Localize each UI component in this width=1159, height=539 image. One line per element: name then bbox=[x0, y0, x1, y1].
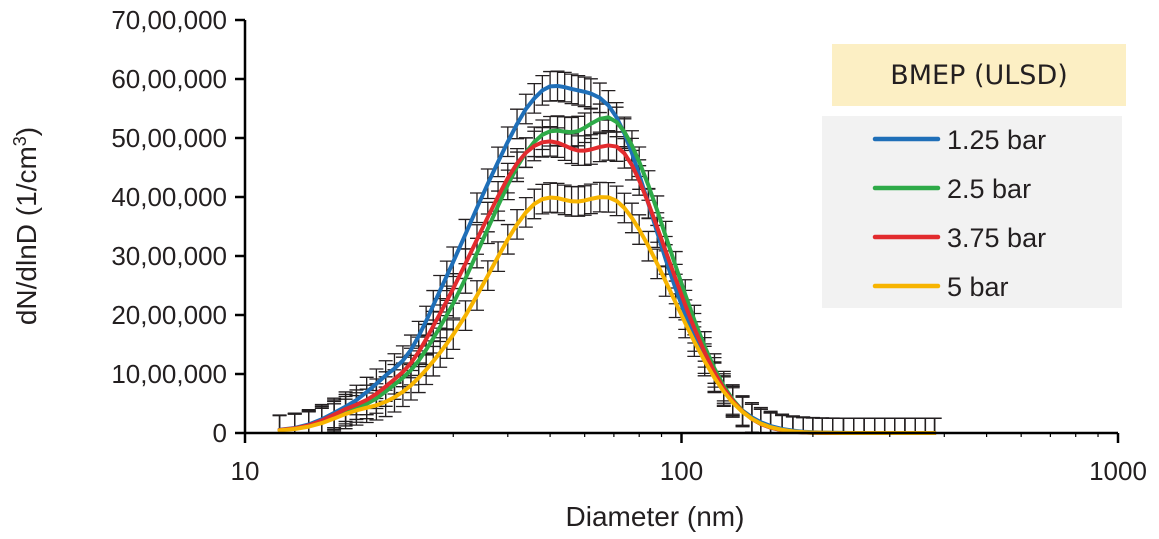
error-bar bbox=[918, 417, 933, 434]
x-tick-label: 100 bbox=[660, 456, 703, 486]
y-tick-label: 0 bbox=[213, 418, 227, 448]
y-axis-title: dN/dlnD (1/cm3) bbox=[10, 127, 42, 325]
legend-label: 2.5 bar bbox=[947, 174, 1031, 204]
error-bar bbox=[877, 417, 892, 434]
y-tick-label: 30,00,000 bbox=[111, 241, 227, 271]
legend-entries: 1.25 bar 2.5 bar 3.75 bar 5 bar bbox=[872, 125, 1046, 302]
y-tick-label: 20,00,000 bbox=[111, 300, 227, 330]
legend-title-box bbox=[832, 44, 1126, 106]
error-bar bbox=[836, 417, 851, 434]
y-tick-label: 10,00,000 bbox=[111, 359, 227, 389]
x-axis-title: Diameter (nm) bbox=[566, 501, 745, 532]
y-tick-label: 70,00,000 bbox=[111, 5, 227, 35]
y-tick-label: 60,00,000 bbox=[111, 64, 227, 94]
x-tick-label: 1000 bbox=[1089, 456, 1147, 486]
y-tick-label: 50,00,000 bbox=[111, 123, 227, 153]
x-tick-label: 10 bbox=[231, 456, 260, 486]
error-bar bbox=[927, 417, 942, 434]
legend-label: 3.75 bar bbox=[947, 223, 1046, 253]
legend-title: BMEP (ULSD) bbox=[890, 60, 1068, 91]
y-axis-title-sup: 3 bbox=[10, 136, 30, 146]
error-bar bbox=[897, 417, 912, 434]
legend: BMEP (ULSD) 1.25 bar 2.5 bar 3.75 bar 5 bar bbox=[822, 44, 1126, 308]
legend-label: 5 bar bbox=[947, 272, 1009, 302]
y-axis-title-close: ) bbox=[11, 127, 42, 136]
y-axis-title-main: dN/dlnD (1/cm bbox=[11, 146, 42, 325]
error-bar bbox=[908, 417, 923, 434]
error-bar bbox=[887, 417, 902, 434]
error-bar bbox=[846, 417, 861, 434]
error-bar bbox=[867, 417, 882, 434]
legend-box bbox=[822, 116, 1122, 308]
x-ticks: 10 100 1000 bbox=[231, 433, 1147, 486]
error-bar bbox=[857, 417, 872, 434]
y-ticks: 0 10,00,000 20,00,000 30,00,000 40,00,000 50,… bbox=[111, 5, 245, 448]
legend-label: 1.25 bar bbox=[947, 125, 1046, 155]
y-tick-label: 40,00,000 bbox=[111, 182, 227, 212]
